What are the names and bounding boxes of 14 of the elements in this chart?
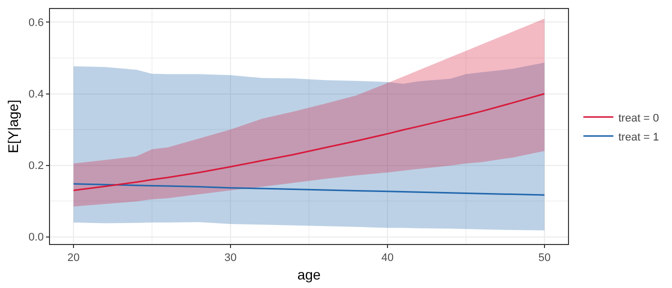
x-tick-label: 20 <box>67 252 80 264</box>
y-axis-title: E[Y|age] <box>5 100 22 154</box>
line-series <box>72 93 546 192</box>
x-tick-label: 40 <box>381 252 394 264</box>
legend-label: treat = 0 <box>618 112 660 124</box>
y-tick-label: 0.6 <box>28 17 44 30</box>
x-tick-label: 30 <box>224 252 237 264</box>
y-tick-label: 0.4 <box>28 88 44 101</box>
line-series <box>72 183 546 196</box>
x-tick-label: 50 <box>538 252 551 264</box>
y-tick-label: 0.2 <box>28 160 44 172</box>
x-axis-title: age <box>297 266 321 282</box>
legend-label: treat = 1 <box>618 131 660 144</box>
y-tick-label: 0.0 <box>28 232 44 244</box>
